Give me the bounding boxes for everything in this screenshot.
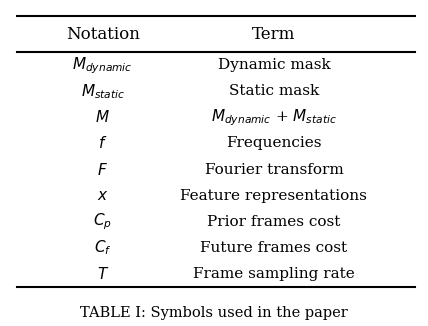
- Text: $M_{dynamic}$: $M_{dynamic}$: [72, 55, 133, 76]
- Text: $F$: $F$: [97, 161, 108, 178]
- Text: Fourier transform: Fourier transform: [205, 163, 343, 176]
- Text: Notation: Notation: [66, 26, 140, 43]
- Text: Frame sampling rate: Frame sampling rate: [193, 267, 355, 281]
- Text: Prior frames cost: Prior frames cost: [207, 215, 341, 229]
- Text: TABLE I: Symbols used in the paper: TABLE I: Symbols used in the paper: [80, 306, 348, 320]
- Text: $M_{static}$: $M_{static}$: [80, 82, 125, 101]
- Text: $C_p$: $C_p$: [93, 211, 112, 232]
- Text: $f$: $f$: [98, 135, 107, 152]
- Text: $x$: $x$: [97, 189, 108, 202]
- Text: $C_f$: $C_f$: [94, 238, 112, 257]
- Text: Static mask: Static mask: [229, 84, 319, 98]
- Text: $M$: $M$: [95, 109, 110, 126]
- Text: Future frames cost: Future frames cost: [200, 241, 348, 255]
- Text: Feature representations: Feature representations: [181, 189, 367, 202]
- Text: Dynamic mask: Dynamic mask: [217, 58, 330, 72]
- Text: $T$: $T$: [97, 266, 109, 282]
- Text: $M_{dynamic}$ + $M_{static}$: $M_{dynamic}$ + $M_{static}$: [211, 107, 337, 128]
- Text: Term: Term: [252, 26, 296, 43]
- Text: Frequencies: Frequencies: [226, 137, 322, 150]
